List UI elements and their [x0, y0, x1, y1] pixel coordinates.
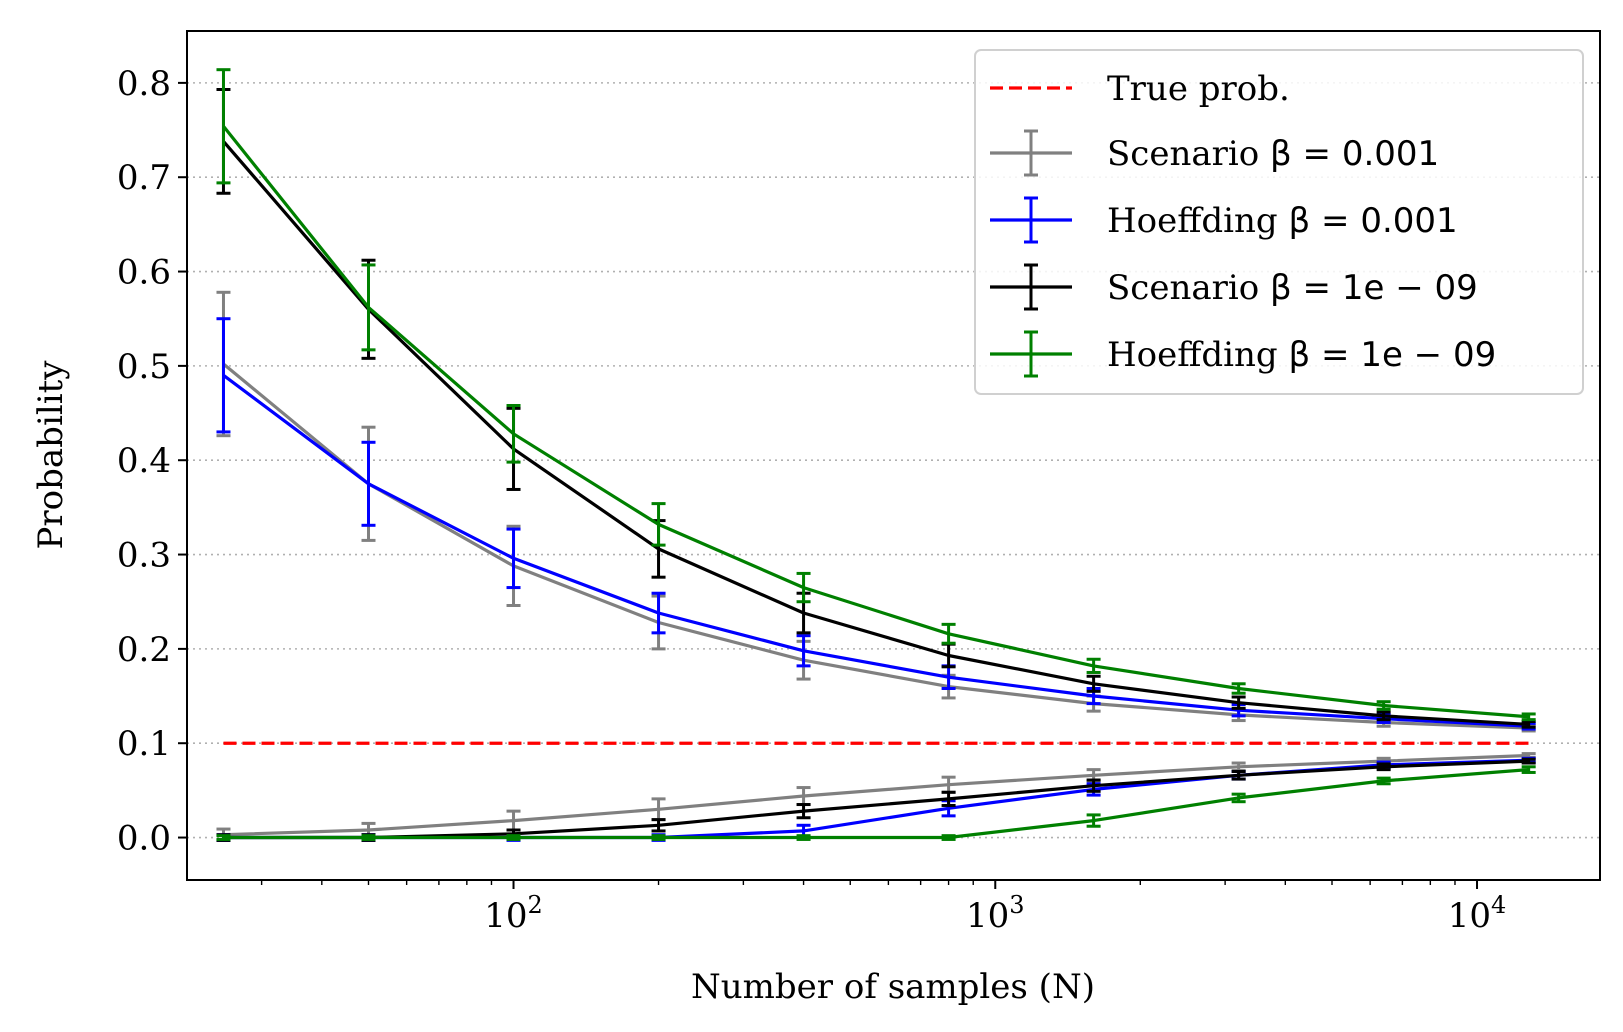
x-tick-label-exponent: 2	[528, 891, 543, 919]
legend-label-math: β = 0.001	[1270, 134, 1439, 174]
legend-label-true-prob: True prob.	[1107, 69, 1290, 109]
series-line-upper	[222, 374, 1529, 728]
x-tick-label-base: 10	[484, 896, 527, 936]
legend-label-math: β = 1e − 09	[1270, 268, 1478, 308]
series-line-lower	[223, 759, 1529, 840]
plot-series	[216, 68, 1536, 842]
plot-frame	[186, 30, 1601, 881]
x-axis-label: Number of samples (N)	[691, 967, 1095, 1007]
series-hoeffding_beta_1e09	[216, 68, 1536, 841]
series-line-upper	[222, 125, 1529, 719]
y-axis-label: Probability	[31, 360, 71, 550]
legend-label-math: β = 1e − 09	[1289, 335, 1497, 375]
y-tick-label: 0.6	[117, 253, 171, 293]
legend-label-math: β = 0.001	[1289, 201, 1458, 241]
legend-box	[974, 49, 1584, 395]
x-tick-label-base: 10	[1448, 896, 1491, 936]
series-line-lower	[223, 768, 1529, 840]
y-tick-label: 0.0	[117, 819, 171, 859]
x-axis-ticks: 102 103 104	[260, 880, 1507, 936]
legend-label: Scenario β = 0.001	[1107, 134, 1439, 174]
series-line-lower	[223, 753, 1529, 837]
y-tick-label: 0.3	[117, 536, 171, 576]
y-tick-label: 0.5	[117, 347, 171, 387]
series-line-upper	[222, 362, 1529, 730]
legend-label-prefix: Scenario	[1107, 268, 1270, 308]
x-tick-label-exponent: 3	[1009, 891, 1024, 919]
legend-label-prefix: Scenario	[1107, 134, 1270, 174]
x-tick-label: 102	[484, 891, 543, 936]
series-line-upper	[222, 140, 1529, 726]
y-axis-ticks: 0.0 0.1 0.2 0.3 0.4 0.5 0.6 0.7 0.8	[117, 64, 187, 859]
legend-label-prefix: Hoeffding	[1107, 201, 1289, 241]
y-tick-label: 0.4	[117, 441, 171, 481]
x-tick-label-exponent: 4	[1491, 891, 1506, 919]
legend-label-prefix: Hoeffding	[1107, 335, 1289, 375]
x-tick-label: 103	[966, 891, 1025, 936]
x-tick-label-base: 10	[966, 896, 1009, 936]
y-tick-label: 0.8	[117, 64, 171, 104]
y-tick-label: 0.2	[117, 630, 171, 670]
y-tick-label: 0.7	[117, 158, 171, 198]
x-tick-label: 104	[1448, 891, 1507, 936]
legend-label: Hoeffding β = 1e − 09	[1107, 335, 1496, 375]
y-tick-label: 0.1	[117, 724, 171, 764]
legend-label: Scenario β = 1e − 09	[1107, 268, 1478, 308]
legend-label: Hoeffding β = 0.001	[1107, 201, 1458, 241]
